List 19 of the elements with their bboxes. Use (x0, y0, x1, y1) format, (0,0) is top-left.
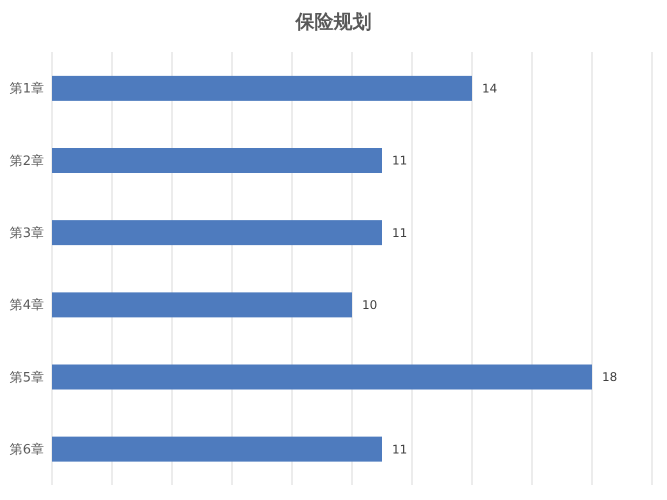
y-tick-label: 第4章 (10, 298, 44, 314)
y-tick-label: 第2章 (10, 154, 44, 169)
y-tick-label: 第6章 (10, 442, 44, 458)
data-label: 11 (392, 226, 408, 240)
data-label: 14 (482, 82, 498, 96)
y-tick-label: 第1章 (10, 82, 44, 97)
bar (52, 436, 382, 462)
bar (52, 364, 592, 390)
bar (52, 76, 472, 101)
data-label: 11 (392, 442, 408, 456)
chart-title: 保险规划 (294, 10, 372, 35)
bar (52, 148, 382, 173)
data-label: 11 (392, 154, 408, 168)
bar (52, 292, 352, 318)
data-label: 18 (602, 370, 618, 384)
bar (52, 220, 382, 246)
data-label: 10 (362, 298, 378, 312)
y-tick-label: 第5章 (10, 370, 44, 386)
y-tick-label: 第3章 (10, 226, 44, 242)
